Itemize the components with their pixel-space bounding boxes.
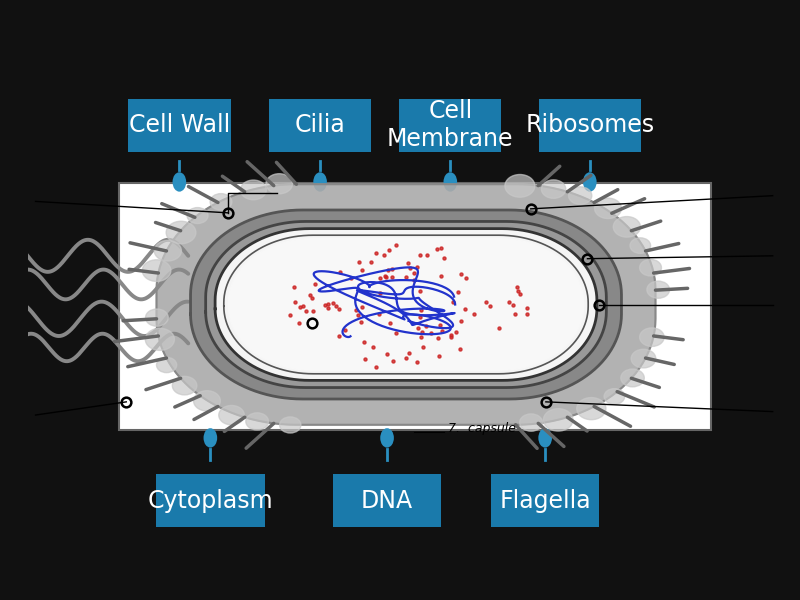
Text: DNA: DNA bbox=[361, 489, 413, 513]
Circle shape bbox=[241, 180, 266, 200]
Text: Cell
Membrane: Cell Membrane bbox=[387, 99, 514, 151]
Ellipse shape bbox=[314, 172, 327, 191]
FancyBboxPatch shape bbox=[538, 98, 641, 152]
Ellipse shape bbox=[203, 428, 217, 448]
Circle shape bbox=[194, 391, 220, 411]
Circle shape bbox=[621, 369, 644, 387]
Polygon shape bbox=[206, 221, 606, 388]
Text: 7.  capsule: 7. capsule bbox=[447, 422, 515, 435]
Circle shape bbox=[210, 194, 232, 210]
FancyBboxPatch shape bbox=[156, 474, 265, 527]
Circle shape bbox=[172, 376, 197, 395]
Circle shape bbox=[630, 238, 650, 253]
FancyBboxPatch shape bbox=[128, 98, 230, 152]
FancyBboxPatch shape bbox=[118, 183, 710, 430]
Polygon shape bbox=[215, 229, 597, 380]
FancyBboxPatch shape bbox=[491, 474, 599, 527]
Text: Cytoplasm: Cytoplasm bbox=[147, 489, 273, 513]
Circle shape bbox=[640, 328, 664, 346]
Circle shape bbox=[505, 175, 535, 197]
Circle shape bbox=[157, 358, 177, 373]
FancyBboxPatch shape bbox=[333, 474, 442, 527]
Circle shape bbox=[218, 406, 244, 425]
FancyBboxPatch shape bbox=[269, 98, 371, 152]
Circle shape bbox=[246, 413, 269, 430]
Circle shape bbox=[187, 208, 208, 224]
Circle shape bbox=[142, 260, 171, 281]
Text: Cell Wall: Cell Wall bbox=[129, 113, 230, 137]
Circle shape bbox=[543, 409, 573, 431]
Ellipse shape bbox=[583, 172, 597, 191]
Text: Cilia: Cilia bbox=[294, 113, 346, 137]
Polygon shape bbox=[157, 184, 655, 425]
Circle shape bbox=[146, 328, 174, 350]
Circle shape bbox=[604, 389, 625, 404]
Ellipse shape bbox=[380, 428, 394, 448]
Circle shape bbox=[280, 417, 301, 433]
Circle shape bbox=[640, 259, 662, 276]
Circle shape bbox=[146, 309, 168, 326]
Circle shape bbox=[647, 281, 670, 298]
Circle shape bbox=[266, 173, 293, 194]
Circle shape bbox=[631, 349, 656, 368]
Circle shape bbox=[520, 414, 542, 431]
FancyBboxPatch shape bbox=[399, 98, 502, 152]
Circle shape bbox=[166, 221, 196, 244]
Ellipse shape bbox=[538, 428, 552, 448]
Text: Flagella: Flagella bbox=[499, 489, 591, 513]
Polygon shape bbox=[190, 210, 622, 399]
Text: Ribosomes: Ribosomes bbox=[526, 113, 654, 137]
Ellipse shape bbox=[173, 172, 186, 191]
Ellipse shape bbox=[443, 172, 457, 191]
Circle shape bbox=[154, 241, 182, 261]
Circle shape bbox=[594, 198, 622, 218]
Circle shape bbox=[569, 187, 592, 205]
Polygon shape bbox=[228, 239, 584, 370]
Circle shape bbox=[542, 180, 566, 199]
Circle shape bbox=[577, 398, 606, 419]
Circle shape bbox=[614, 217, 641, 237]
